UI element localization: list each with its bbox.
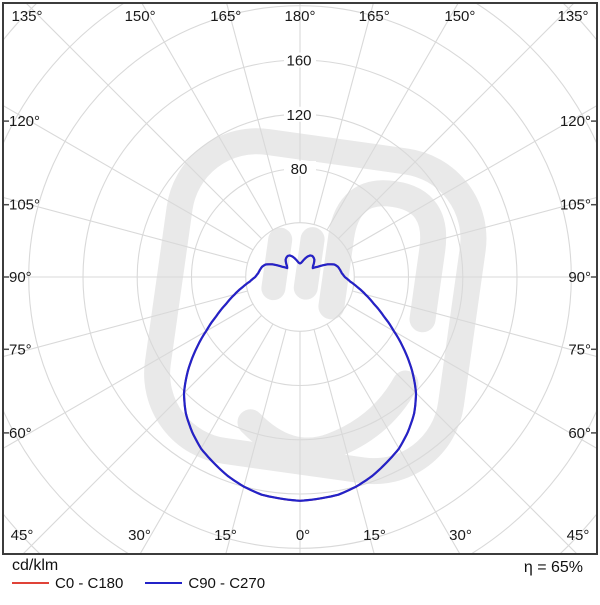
- grid-spoke: [141, 4, 274, 231]
- angle-label: 45°: [567, 527, 590, 544]
- angle-label: 60°: [568, 425, 591, 442]
- ring-label: 80: [291, 161, 308, 178]
- angle-label: 105°: [560, 197, 591, 214]
- intensity-curves: [182, 254, 418, 502]
- ring-label-chip: [284, 106, 316, 122]
- gamma-angle-labels: 135° 150° 165° 180° 165° 150° 135° 45° 30° 15° 0° 1…: [9, 8, 591, 544]
- grid-spoke: [23, 315, 262, 553]
- ring-label-chip: [284, 52, 316, 68]
- grid-spoke: [326, 323, 460, 553]
- legend-swatch-c0-c180: [12, 582, 49, 584]
- angle-label: 150°: [444, 8, 475, 25]
- grid-spoke: [26, 4, 262, 239]
- angle-label: 165°: [210, 8, 241, 25]
- angle-label: 30°: [449, 527, 472, 544]
- ring-label-chip: [284, 161, 316, 176]
- grid-spoke: [338, 315, 577, 553]
- angle-label: 90°: [9, 269, 32, 286]
- border-ticks: [4, 120, 596, 434]
- grid-spoke: [313, 329, 375, 553]
- angle-label: 75°: [9, 341, 32, 358]
- angle-label: 180°: [284, 8, 315, 25]
- grid-spoke: [4, 197, 248, 264]
- grid-spoke: [352, 290, 596, 357]
- grid-spoke: [4, 290, 248, 357]
- plot-border: [2, 2, 598, 555]
- legend-label-c0-c180: C0 - C180: [55, 574, 124, 592]
- grid-spoke: [313, 4, 374, 225]
- legend: C0 - C180 C90 - C270: [12, 574, 266, 592]
- angle-label: 75°: [568, 341, 591, 358]
- grid-spoke: [338, 4, 574, 239]
- ring-label: 160: [286, 53, 311, 70]
- angle-label: 60°: [9, 425, 32, 442]
- legend-swatch-c90-c270: [145, 582, 183, 584]
- ring-label: 120: [286, 107, 311, 124]
- angle-label: 90°: [568, 269, 591, 286]
- efficiency-label: η = 65%: [523, 559, 583, 576]
- watermark-logo: [144, 128, 487, 485]
- grid-spoke: [326, 4, 459, 231]
- grid-spoke: [4, 105, 254, 251]
- grid-spoke: [4, 303, 254, 449]
- grid-spoke: [352, 197, 596, 264]
- curve-c90-c270: [182, 254, 418, 502]
- grid-spoke: [346, 105, 596, 251]
- angle-label: 105°: [9, 197, 40, 214]
- angle-label: 135°: [557, 8, 588, 25]
- watermark-arch: [318, 180, 447, 333]
- angle-label: 135°: [11, 8, 42, 25]
- grid-spoke: [140, 323, 274, 553]
- grid-spoke: [226, 4, 287, 225]
- legend-label-c90-c270: C90 - C270: [188, 574, 266, 592]
- angle-label: 15°: [214, 527, 237, 544]
- ring-value-labels: 80 120 160: [284, 52, 316, 178]
- watermark-tail: [237, 370, 419, 464]
- watermark-bar-left: [261, 227, 293, 301]
- unit-label: cd/klm: [12, 557, 59, 574]
- angle-label: 165°: [359, 8, 390, 25]
- angle-label: 150°: [125, 8, 156, 25]
- watermark-bar-right: [293, 227, 325, 300]
- angle-label: 120°: [9, 113, 40, 130]
- angle-label: 0°: [296, 527, 310, 544]
- grid-spoke: [346, 303, 596, 449]
- angle-label: 120°: [560, 113, 591, 130]
- angle-label: 45°: [11, 527, 34, 544]
- grid-spoke: [225, 329, 287, 553]
- angle-label: 30°: [128, 527, 151, 544]
- angle-label: 15°: [363, 527, 386, 544]
